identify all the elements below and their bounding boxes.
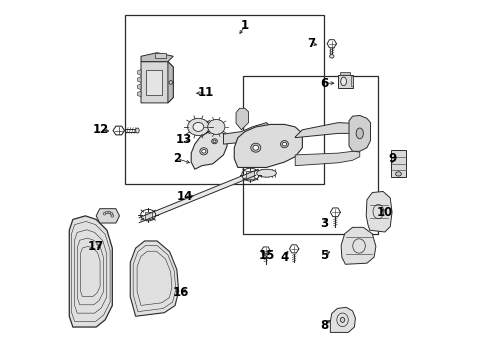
Polygon shape xyxy=(137,69,141,75)
Text: 7: 7 xyxy=(307,37,316,50)
Text: 5: 5 xyxy=(320,249,328,262)
Polygon shape xyxy=(141,62,173,103)
Polygon shape xyxy=(69,216,112,327)
Ellipse shape xyxy=(103,212,106,215)
Ellipse shape xyxy=(169,81,172,84)
Ellipse shape xyxy=(341,77,346,86)
Text: 10: 10 xyxy=(377,206,393,219)
Text: 6: 6 xyxy=(320,77,328,90)
Ellipse shape xyxy=(136,128,139,133)
Bar xyxy=(147,70,162,95)
Polygon shape xyxy=(191,132,227,169)
Ellipse shape xyxy=(282,142,287,146)
Polygon shape xyxy=(137,77,141,82)
Text: 16: 16 xyxy=(173,287,189,300)
Ellipse shape xyxy=(341,318,344,322)
Text: 14: 14 xyxy=(176,190,193,203)
Polygon shape xyxy=(139,170,256,223)
Ellipse shape xyxy=(356,128,364,139)
Text: 1: 1 xyxy=(241,19,249,32)
Polygon shape xyxy=(223,123,270,144)
Bar xyxy=(338,75,353,88)
Text: 13: 13 xyxy=(175,133,192,146)
Ellipse shape xyxy=(200,148,208,155)
Ellipse shape xyxy=(251,143,261,152)
Text: 2: 2 xyxy=(173,152,181,165)
Bar xyxy=(145,212,152,219)
Ellipse shape xyxy=(257,169,276,177)
Ellipse shape xyxy=(193,122,204,131)
Ellipse shape xyxy=(330,54,334,58)
Bar xyxy=(341,72,350,75)
Polygon shape xyxy=(96,209,120,223)
Ellipse shape xyxy=(108,211,111,214)
Ellipse shape xyxy=(208,120,225,134)
Ellipse shape xyxy=(188,118,209,135)
Ellipse shape xyxy=(280,140,289,148)
Polygon shape xyxy=(295,151,360,166)
Text: 8: 8 xyxy=(320,319,328,332)
Bar xyxy=(351,76,353,86)
Bar xyxy=(125,15,324,184)
Ellipse shape xyxy=(105,211,108,214)
Polygon shape xyxy=(366,192,392,232)
Bar xyxy=(243,76,378,234)
Ellipse shape xyxy=(110,212,113,215)
Polygon shape xyxy=(341,227,376,264)
Text: 4: 4 xyxy=(280,251,289,264)
Bar xyxy=(391,150,406,177)
Text: 9: 9 xyxy=(388,152,396,165)
Ellipse shape xyxy=(111,215,114,217)
Text: 12: 12 xyxy=(93,123,109,136)
Text: 11: 11 xyxy=(197,86,214,99)
Polygon shape xyxy=(137,91,141,97)
Ellipse shape xyxy=(253,145,259,150)
Polygon shape xyxy=(141,53,173,62)
Ellipse shape xyxy=(213,140,216,143)
Polygon shape xyxy=(236,108,248,130)
Bar xyxy=(155,53,166,58)
Ellipse shape xyxy=(395,172,401,176)
Text: 17: 17 xyxy=(88,240,104,253)
Text: 15: 15 xyxy=(258,249,275,262)
Polygon shape xyxy=(349,116,370,151)
Ellipse shape xyxy=(212,139,218,144)
Text: 3: 3 xyxy=(320,216,328,230)
Polygon shape xyxy=(137,84,141,90)
Polygon shape xyxy=(295,123,358,138)
Polygon shape xyxy=(168,62,173,103)
Polygon shape xyxy=(234,125,302,167)
Polygon shape xyxy=(130,241,179,316)
Bar xyxy=(246,171,254,179)
Polygon shape xyxy=(330,307,355,332)
Ellipse shape xyxy=(201,149,206,153)
